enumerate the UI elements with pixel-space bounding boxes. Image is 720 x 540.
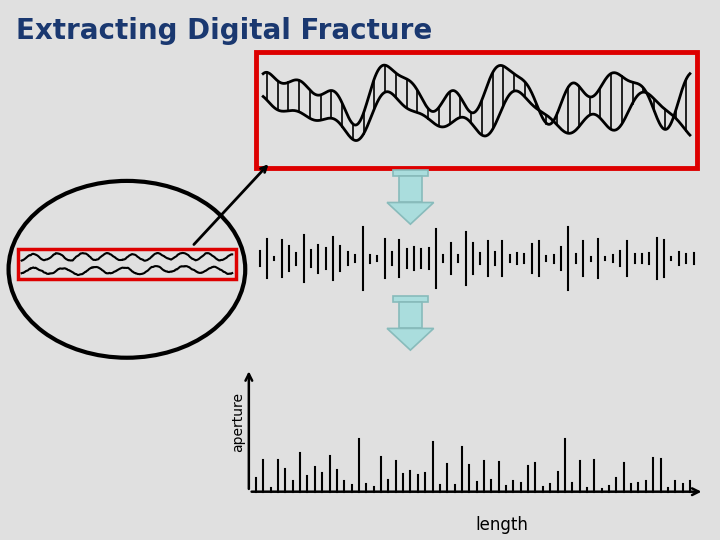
Polygon shape — [387, 328, 433, 350]
Text: Extracting Digital Fracture: Extracting Digital Fracture — [16, 17, 432, 45]
Circle shape — [9, 181, 246, 357]
Bar — [399, 302, 422, 328]
Bar — [393, 170, 428, 176]
Bar — [18, 249, 235, 279]
Bar — [399, 176, 422, 202]
Polygon shape — [387, 202, 433, 224]
Text: aperture: aperture — [231, 392, 245, 452]
Text: length: length — [475, 516, 528, 534]
Bar — [256, 52, 697, 167]
Bar — [393, 296, 428, 302]
